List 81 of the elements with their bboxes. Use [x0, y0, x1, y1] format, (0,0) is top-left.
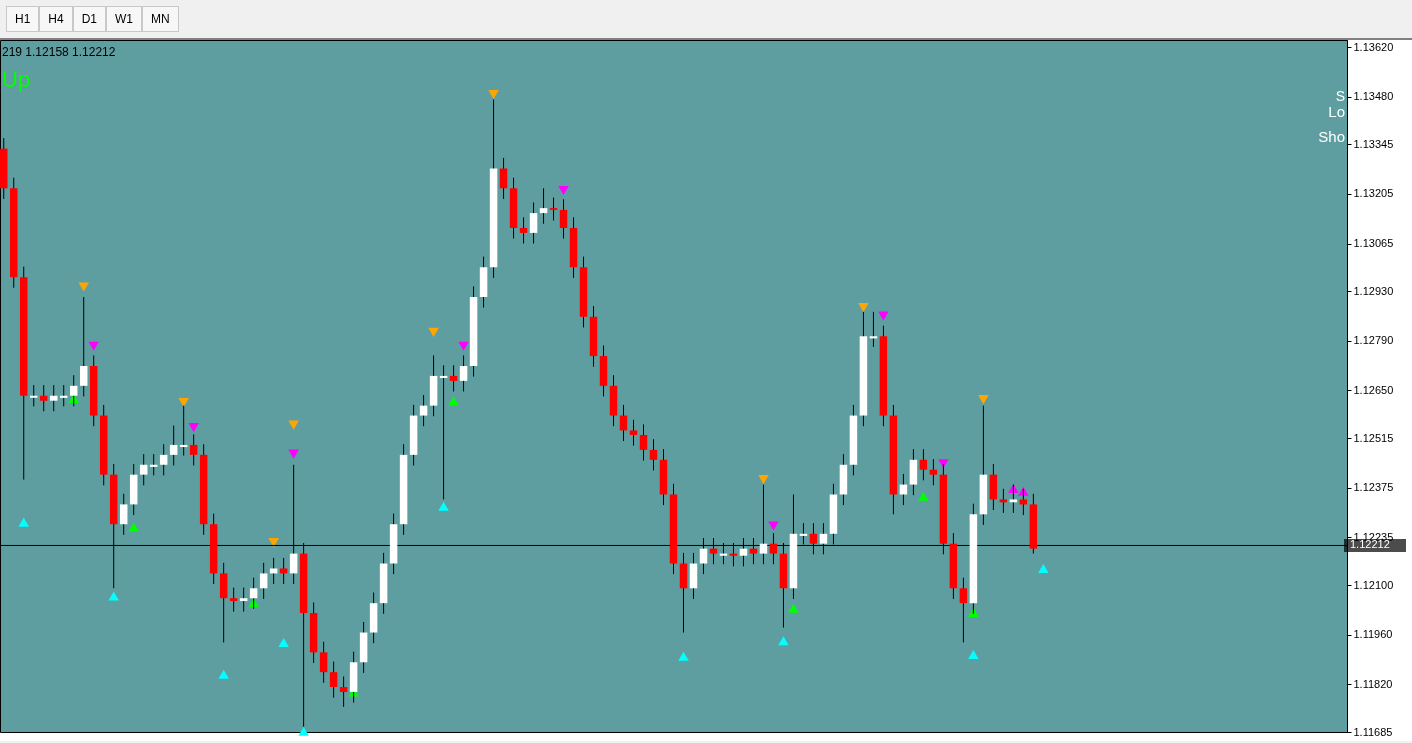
- point: [938, 459, 949, 469]
- point: [678, 651, 689, 661]
- candlestick: [239, 587, 248, 613]
- point: [18, 517, 29, 527]
- y-tick-label: 1.12375: [1353, 481, 1394, 494]
- y-tick-label: 1.12930: [1353, 284, 1394, 297]
- point: [1038, 563, 1049, 574]
- point: [488, 89, 499, 100]
- point: [788, 603, 799, 613]
- candlestick: [259, 562, 268, 600]
- point: [88, 341, 99, 351]
- y-tick-label: 1.13620: [1353, 40, 1394, 53]
- candlestick: [529, 201, 538, 245]
- point: [288, 449, 299, 459]
- candlestick: [279, 557, 288, 585]
- candlestick: [169, 424, 178, 466]
- candlestick: [189, 433, 198, 466]
- y-tick-label: 1.11820: [1353, 677, 1393, 690]
- candlestick: [649, 438, 658, 471]
- point: [448, 396, 459, 406]
- candlestick: [519, 216, 528, 245]
- point: [918, 491, 929, 501]
- candlestick: [79, 296, 88, 397]
- point: [858, 303, 869, 313]
- point: [768, 521, 779, 531]
- candlestick: [49, 384, 58, 412]
- candlestick: [539, 187, 548, 225]
- candlestick: [419, 394, 428, 427]
- y-tick-label: 1.12650: [1353, 383, 1394, 396]
- point: [278, 637, 289, 647]
- point: [108, 591, 119, 601]
- point: [438, 501, 449, 511]
- candlestick: [549, 197, 558, 222]
- point: [218, 669, 229, 679]
- annotation: 219 1.12158 1.12212: [2, 45, 116, 59]
- candlestick: [329, 661, 338, 699]
- candlestick: [559, 198, 568, 240]
- point: [128, 522, 139, 532]
- candlestick: [1019, 488, 1028, 516]
- y-tick-label: 1.11960: [1353, 628, 1393, 641]
- y-tick-label: 1.12790: [1353, 334, 1394, 347]
- point: [188, 423, 199, 433]
- candlestick: [499, 157, 508, 200]
- candlestick: [919, 448, 928, 481]
- candlestick: [139, 453, 148, 486]
- y-tick-label: 1.12515: [1353, 431, 1394, 444]
- candlestick: [319, 641, 328, 684]
- point: [978, 395, 989, 405]
- candlestick: [959, 577, 968, 643]
- candlestick: [39, 384, 48, 412]
- y-tick-label: 1.13065: [1353, 237, 1394, 250]
- point: [298, 726, 309, 736]
- candlestick: [269, 557, 278, 585]
- y-tick-label: 1.13480: [1353, 90, 1394, 103]
- point: [968, 649, 979, 660]
- point: [758, 475, 769, 485]
- annotation: S: [1335, 88, 1345, 104]
- candlestick: [159, 443, 168, 476]
- annotation: Lo: [1328, 103, 1345, 120]
- candlestick: [999, 488, 1008, 514]
- candlestick: [629, 419, 638, 447]
- point: [878, 311, 889, 321]
- point: [428, 327, 439, 337]
- candlestick: [229, 587, 238, 613]
- y-tick-label: 1.12100: [1353, 578, 1394, 591]
- point: [178, 397, 189, 407]
- candlestick: [339, 675, 348, 708]
- candlestick: [449, 364, 458, 392]
- annotation: Up: [2, 67, 31, 92]
- candlestick: [929, 458, 938, 486]
- candlestick: [639, 423, 648, 462]
- candlestick: [459, 354, 468, 392]
- point: [458, 341, 469, 351]
- y-tick-label: 1.13205: [1353, 187, 1394, 200]
- candlestick: [119, 493, 128, 536]
- y-tick-label: 1.13345: [1353, 137, 1394, 150]
- point: [778, 636, 789, 646]
- point: [558, 185, 569, 195]
- annotation: Sho: [1318, 128, 1345, 145]
- y-tick-label: 1.11685: [1353, 725, 1393, 738]
- point: [268, 538, 279, 548]
